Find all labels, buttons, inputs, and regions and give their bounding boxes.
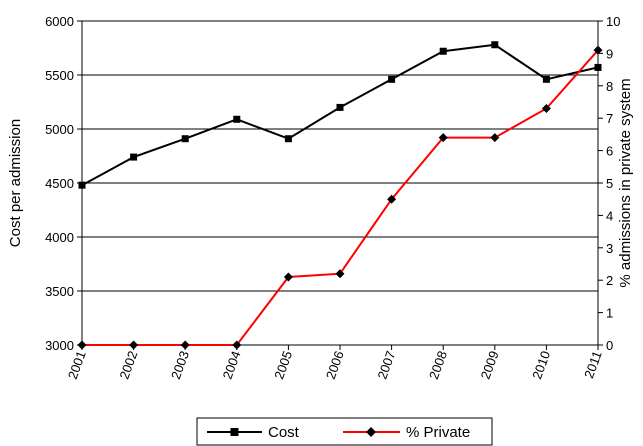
right-tick-label: 7 (606, 111, 613, 126)
legend-marker-private (366, 427, 376, 437)
data-point-private (129, 340, 139, 350)
left-tick-label: 3000 (45, 338, 74, 353)
legend-label-cost: Cost (268, 424, 300, 441)
data-point-cost (336, 103, 344, 111)
series-line-1 (82, 49, 599, 346)
right-tick-label: 8 (606, 79, 613, 94)
data-point-private (232, 340, 242, 350)
x-tick-label: 2004 (220, 349, 244, 381)
right-tick-label: 5 (606, 176, 613, 191)
data-point-cost (594, 63, 602, 71)
right-tick-label: 3 (606, 241, 613, 256)
data-point-cost (439, 47, 447, 55)
left-tick-label: 5500 (45, 68, 74, 83)
data-point-private (283, 272, 293, 282)
x-tick-label: 2001 (65, 349, 89, 381)
x-tick-label: 2005 (271, 349, 295, 381)
grid-lines (82, 20, 598, 346)
x-tick-label: 2003 (168, 349, 192, 381)
right-tick-label: 0 (606, 338, 613, 353)
data-point-cost (233, 115, 241, 123)
left-axis-ticks: 3000 3500 4000 4500 5000 5500 6000 (45, 14, 82, 353)
data-point-cost (542, 75, 550, 83)
data-point-private (77, 340, 87, 350)
x-tick-label: 2002 (116, 349, 140, 381)
legend-label-private: % Private (406, 424, 470, 441)
data-point-private (541, 103, 551, 113)
data-point-cost (284, 135, 292, 143)
left-axis-title: Cost per admission (7, 119, 24, 247)
right-tick-label: 2 (606, 273, 613, 288)
x-tick-label: 2007 (374, 349, 398, 381)
data-point-cost (130, 153, 138, 161)
right-tick-label: 1 (606, 306, 613, 321)
right-tick-label: 9 (606, 46, 613, 61)
data-point-private (335, 269, 345, 279)
series-layer (77, 41, 603, 350)
x-tick-label: 2011 (581, 349, 605, 380)
x-tick-label: 2009 (478, 349, 502, 381)
x-tick-label: 2006 (323, 349, 347, 381)
right-tick-label: 4 (606, 208, 613, 223)
data-point-cost (388, 75, 396, 83)
left-tick-label: 4500 (45, 176, 74, 191)
data-point-cost (491, 41, 499, 49)
left-tick-label: 4000 (45, 230, 74, 245)
data-point-cost (78, 181, 86, 189)
data-point-private (387, 194, 397, 204)
right-tick-label: 6 (606, 144, 613, 159)
left-tick-label: 3500 (45, 284, 74, 299)
right-axis-ticks: 0 1 2 3 4 5 6 7 8 9 10 (598, 14, 620, 353)
x-tick-label: 2008 (426, 349, 450, 381)
legend: Cost % Private (196, 417, 493, 446)
x-axis-ticks: 2001 2002 2003 2004 2005 2006 2007 2008 2009 2010… (65, 345, 605, 381)
series-line-0 (81, 43, 599, 187)
left-tick-label: 5000 (45, 122, 74, 137)
data-point-private (180, 340, 190, 350)
data-point-private (593, 45, 603, 55)
right-tick-label: 10 (606, 14, 620, 29)
left-tick-label: 6000 (45, 14, 74, 29)
data-point-private (438, 133, 448, 143)
legend-marker-cost (230, 428, 239, 436)
right-axis-title: % admissions in private system (617, 78, 634, 287)
x-tick-label: 2010 (529, 349, 553, 381)
data-point-cost (181, 135, 189, 143)
data-point-private (490, 133, 500, 143)
